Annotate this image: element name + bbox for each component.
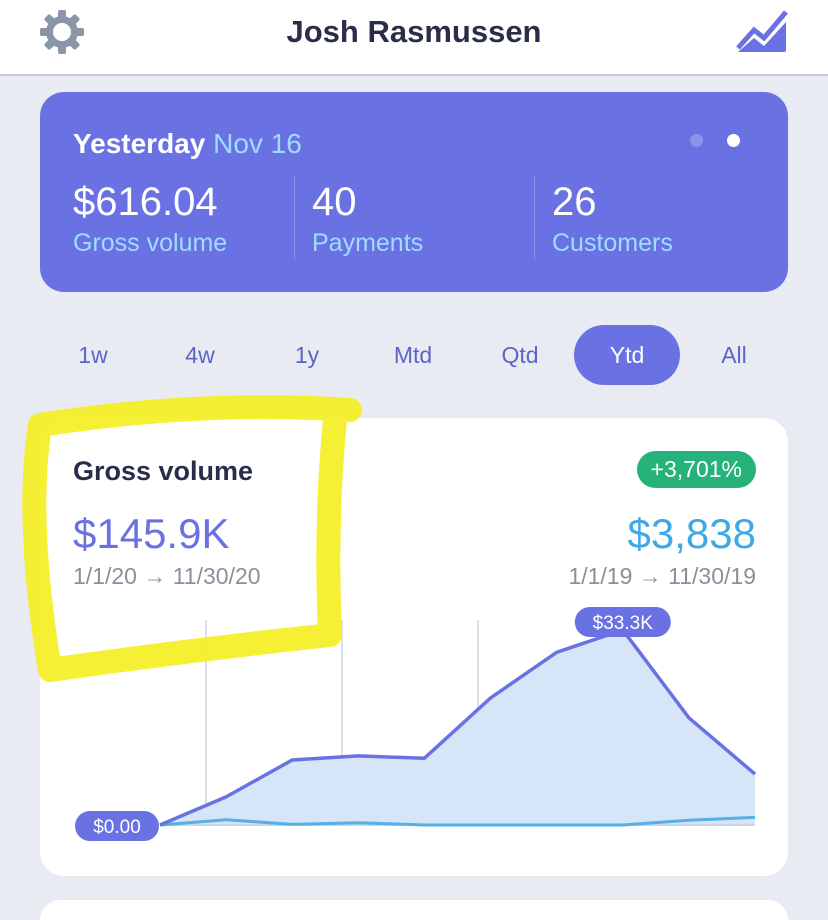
page-dot[interactable] [690,134,703,147]
series-previous-line [159,815,756,827]
page-title: Josh Rasmussen [286,14,542,49]
page-dot-active[interactable] [727,134,740,147]
change-badge: +3,701% [636,451,756,488]
stat-payments: 40 Payments [312,180,424,257]
divider [294,176,295,260]
area-fill [160,630,755,825]
range-1y[interactable]: 1y [294,342,320,368]
previous-value: $3,838 [627,510,756,557]
gross-volume-card[interactable]: Gross volume $145.9K 1/1/20 → 11/30/20 +… [40,418,788,876]
next-card [40,900,788,920]
page-indicator[interactable] [690,134,740,147]
range-qtd[interactable]: Qtd [501,342,539,368]
stat-customers: 26 Customers [552,180,673,257]
max-label-bg [574,607,671,637]
range-all[interactable]: All [721,342,747,368]
summary-date: Yesterday Nov 16 [73,128,302,159]
range-ytd[interactable]: Ytd [574,325,680,385]
series-current-line [159,628,757,827]
stat-gross-volume: $616.04 Gross volume [73,180,228,257]
divider [534,176,535,260]
trend-chart-icon[interactable] [734,8,790,59]
app-header: Josh Rasmussen [0,0,828,76]
gear-icon[interactable] [38,8,86,61]
range-mtd[interactable]: Mtd [393,342,433,368]
range-1w[interactable]: 1w [78,342,108,368]
min-label: $0.00 [93,817,141,838]
range-selector: 1w 4w 1y Mtd Qtd Ytd All [40,325,788,385]
gross-volume-chart[interactable]: $33.3K $0.00 [40,418,788,876]
previous-date-range: 1/1/19 → 11/30/19 [568,563,756,589]
summary-card[interactable]: Yesterday Nov 16 $616.04 Gross volume 40 P… [40,92,788,292]
max-label: $33.3K [593,613,654,634]
min-label-bg [75,811,159,841]
range-4w[interactable]: 4w [185,342,215,368]
